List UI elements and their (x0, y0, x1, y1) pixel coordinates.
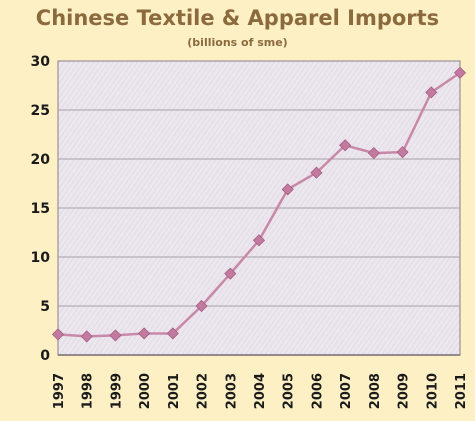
y-tick-label: 15 (31, 201, 50, 217)
data-point (80, 330, 93, 343)
x-tick-label: 2003 (224, 373, 239, 409)
data-point (195, 299, 208, 313)
data-point (367, 147, 380, 160)
data-point (109, 329, 122, 342)
data-point (51, 328, 65, 341)
x-tick-label: 2002 (196, 373, 211, 409)
x-tick-label: 1998 (81, 373, 96, 409)
x-tick-label: 2007 (339, 373, 354, 409)
data-point (252, 234, 266, 247)
data-point (453, 66, 467, 79)
data-point (339, 139, 352, 152)
chart-subtitle: (billions of sme) (187, 36, 288, 49)
data-point (396, 146, 409, 159)
x-tick-label: 2010 (425, 373, 440, 409)
y-tick-label: 0 (40, 348, 50, 364)
data-point (138, 327, 151, 340)
y-tick-label: 5 (40, 299, 50, 315)
data-point (224, 267, 237, 280)
x-tick-label: 2000 (138, 373, 153, 409)
x-tick-label: 2004 (253, 373, 268, 409)
x-tick-label: 2011 (454, 373, 469, 409)
x-tick-label: 1999 (109, 373, 124, 409)
x-tick-label: 1997 (52, 373, 67, 409)
data-point (166, 327, 179, 340)
data-point (281, 183, 294, 196)
y-tick-label: 30 (31, 54, 51, 70)
chart-title: Chinese Textile & Apparel Imports (35, 6, 440, 30)
y-tick-label: 20 (31, 152, 51, 168)
data-point (425, 86, 438, 99)
x-tick-label: 2006 (310, 373, 325, 409)
y-tick-label: 25 (31, 103, 50, 119)
x-tick-label: 2009 (397, 373, 412, 409)
y-tick-label: 10 (31, 250, 51, 266)
x-tick-label: 2001 (167, 373, 182, 409)
x-tick-label: 2008 (368, 373, 383, 409)
x-tick-label: 2005 (282, 373, 297, 409)
data-point (310, 166, 323, 179)
